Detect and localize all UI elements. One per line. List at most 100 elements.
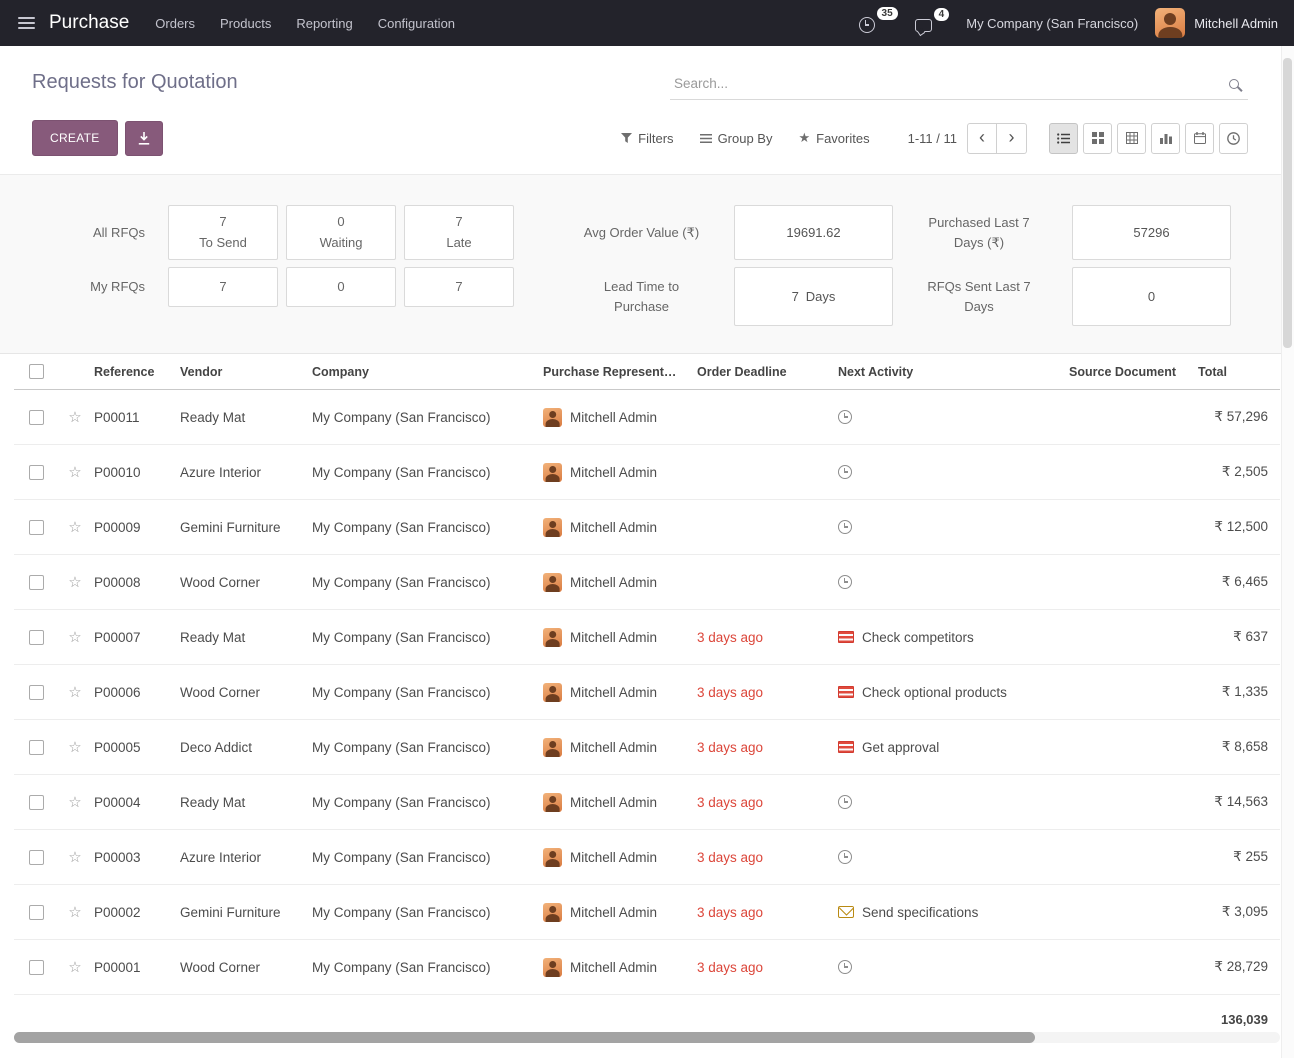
favorite-star-icon[interactable]: ☆	[68, 849, 82, 866]
view-graph-button[interactable]	[1151, 122, 1180, 154]
export-button[interactable]	[124, 120, 163, 156]
next-activity-cell[interactable]	[836, 520, 1056, 534]
table-row[interactable]: ☆ P00004 Ready Mat My Company (San Franc…	[14, 775, 1280, 830]
favorite-star-icon[interactable]: ☆	[68, 464, 82, 481]
favorite-star-icon[interactable]: ☆	[68, 794, 82, 811]
to-send-button[interactable]: 7 To Send	[168, 205, 278, 260]
next-activity-cell[interactable]	[836, 465, 1056, 479]
activities-button[interactable]: 35	[858, 7, 898, 33]
view-activity-button[interactable]	[1219, 122, 1248, 154]
next-activity-cell[interactable]	[836, 850, 1056, 864]
col-order-deadline[interactable]: Order Deadline	[697, 364, 787, 379]
activity-flag-icon[interactable]	[838, 686, 854, 698]
late-button[interactable]: 7 Late	[404, 205, 514, 260]
favorite-star-icon[interactable]: ☆	[68, 574, 82, 591]
vertical-scrollbar-thumb[interactable]	[1283, 58, 1292, 348]
favorite-star-icon[interactable]: ☆	[68, 904, 82, 921]
company-switcher[interactable]: My Company (San Francisco)	[966, 15, 1139, 31]
favorite-star-icon[interactable]: ☆	[68, 519, 82, 536]
view-list-button[interactable]	[1049, 122, 1078, 154]
favorite-star-icon[interactable]: ☆	[68, 629, 82, 646]
select-all-checkbox[interactable]	[28, 364, 44, 379]
app-name[interactable]: Purchase	[49, 12, 130, 33]
table-row[interactable]: ☆ P00003 Azure Interior My Company (San …	[14, 830, 1280, 885]
my-late-button[interactable]: 7	[404, 267, 514, 307]
row-checkbox[interactable]	[28, 849, 44, 865]
menu-products[interactable]: Products	[220, 15, 272, 31]
col-purchase-representative[interactable]: Purchase Representative	[543, 364, 693, 379]
table-row[interactable]: ☆ P00007 Ready Mat My Company (San Franc…	[14, 610, 1280, 665]
next-activity-cell[interactable]	[836, 410, 1056, 424]
pager-previous-button[interactable]: ‹	[967, 122, 997, 154]
activity-mail-icon[interactable]	[838, 906, 854, 918]
row-checkbox[interactable]	[28, 794, 44, 810]
vertical-scrollbar[interactable]	[1281, 46, 1294, 1058]
favorite-star-icon[interactable]: ☆	[68, 959, 82, 976]
next-activity-cell[interactable]: Get approval	[836, 740, 1056, 755]
favorite-star-icon[interactable]: ☆	[68, 684, 82, 701]
table-row[interactable]: ☆ P00009 Gemini Furniture My Company (Sa…	[14, 500, 1280, 555]
col-total[interactable]: Total	[1198, 364, 1227, 379]
table-row[interactable]: ☆ P00002 Gemini Furniture My Company (Sa…	[14, 885, 1280, 940]
row-checkbox[interactable]	[28, 409, 44, 425]
activity-clock-icon[interactable]	[838, 795, 852, 809]
row-checkbox[interactable]	[28, 464, 44, 480]
horizontal-scrollbar[interactable]	[14, 1032, 1280, 1043]
col-reference[interactable]: Reference	[94, 364, 155, 379]
favorite-star-icon[interactable]: ☆	[68, 409, 82, 426]
user-menu[interactable]: Mitchell Admin	[1155, 8, 1278, 38]
view-pivot-button[interactable]	[1117, 122, 1146, 154]
table-row[interactable]: ☆ P00006 Wood Corner My Company (San Fra…	[14, 665, 1280, 720]
waiting-button[interactable]: 0 Waiting	[286, 205, 396, 260]
row-checkbox[interactable]	[28, 574, 44, 590]
search-icon[interactable]	[1229, 78, 1239, 89]
my-to-send-button[interactable]: 7	[168, 267, 278, 307]
pager-next-button[interactable]: ›	[997, 122, 1027, 154]
create-button[interactable]: CREATE	[32, 120, 118, 156]
col-next-activity[interactable]: Next Activity	[838, 364, 914, 379]
activity-clock-icon[interactable]	[838, 465, 852, 479]
horizontal-scrollbar-thumb[interactable]	[14, 1032, 1035, 1043]
next-activity-cell[interactable]	[836, 960, 1056, 974]
activity-clock-icon[interactable]	[838, 850, 852, 864]
favorites-button[interactable]: ★ Favorites	[798, 130, 869, 146]
row-checkbox[interactable]	[28, 519, 44, 535]
favorite-star-icon[interactable]: ☆	[68, 739, 82, 756]
col-source-document[interactable]: Source Document	[1069, 364, 1176, 379]
activity-clock-icon[interactable]	[838, 410, 852, 424]
row-checkbox[interactable]	[28, 959, 44, 975]
menu-configuration[interactable]: Configuration	[377, 15, 456, 31]
activity-flag-icon[interactable]	[838, 631, 854, 643]
messages-button[interactable]: 4	[914, 8, 950, 32]
table-row[interactable]: ☆ P00010 Azure Interior My Company (San …	[14, 445, 1280, 500]
group-by-button[interactable]: Group By	[699, 131, 772, 146]
next-activity-cell[interactable]: Check competitors	[836, 630, 1056, 645]
next-activity-cell[interactable]	[836, 575, 1056, 589]
my-waiting-button[interactable]: 0	[286, 267, 396, 307]
table-row[interactable]: ☆ P00005 Deco Addict My Company (San Fra…	[14, 720, 1280, 775]
next-activity-cell[interactable]	[836, 795, 1056, 809]
filters-button[interactable]: Filters	[621, 131, 674, 146]
row-checkbox[interactable]	[28, 629, 44, 645]
row-checkbox[interactable]	[28, 684, 44, 700]
table-row[interactable]: ☆ P00008 Wood Corner My Company (San Fra…	[14, 555, 1280, 610]
apps-menu-icon[interactable]	[18, 17, 35, 29]
representative-avatar	[543, 957, 562, 977]
next-activity-cell[interactable]: Check optional products	[836, 685, 1056, 700]
table-row[interactable]: ☆ P00011 Ready Mat My Company (San Franc…	[14, 390, 1280, 445]
view-calendar-button[interactable]	[1185, 122, 1214, 154]
row-checkbox[interactable]	[28, 739, 44, 755]
activity-clock-icon[interactable]	[838, 960, 852, 974]
view-kanban-button[interactable]	[1083, 122, 1112, 154]
table-row[interactable]: ☆ P00001 Wood Corner My Company (San Fra…	[14, 940, 1280, 995]
menu-orders[interactable]: Orders	[155, 15, 196, 31]
col-vendor[interactable]: Vendor	[180, 364, 223, 379]
activity-flag-icon[interactable]	[838, 741, 854, 753]
next-activity-cell[interactable]: Send specifications	[836, 905, 1056, 920]
row-checkbox[interactable]	[28, 904, 44, 920]
col-company[interactable]: Company	[312, 364, 369, 379]
activity-clock-icon[interactable]	[838, 575, 852, 589]
menu-reporting[interactable]: Reporting	[296, 15, 353, 31]
search-input[interactable]	[674, 76, 1229, 91]
activity-clock-icon[interactable]	[838, 520, 852, 534]
